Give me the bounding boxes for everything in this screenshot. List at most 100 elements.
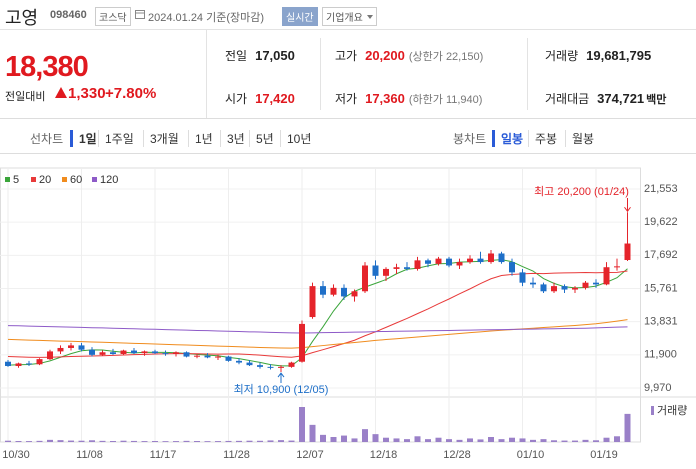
candle-body bbox=[456, 262, 463, 266]
volume-bar bbox=[26, 441, 32, 442]
volume-bar bbox=[173, 441, 179, 442]
volume-bar bbox=[330, 437, 337, 442]
legend-label: 20 bbox=[39, 174, 51, 186]
header: 고영 098460 코스닥 2024.01.24 기준(장마감) 실시간 기업개… bbox=[0, 0, 696, 30]
candle-body bbox=[236, 360, 242, 363]
volume-bar bbox=[267, 440, 274, 442]
volume-bar bbox=[99, 440, 106, 442]
volume-bar bbox=[488, 437, 494, 442]
divider bbox=[527, 38, 528, 110]
volume-bar bbox=[341, 435, 347, 442]
high-arrow-head bbox=[624, 206, 631, 213]
candle-tab[interactable]: 주봉 bbox=[528, 130, 563, 147]
candle-body bbox=[57, 347, 64, 352]
period-tab[interactable]: 3개월 bbox=[143, 130, 185, 147]
candle-body bbox=[36, 359, 43, 365]
quote-value: 20,200 bbox=[365, 48, 405, 63]
volume-bar bbox=[551, 440, 557, 442]
legend-swatch bbox=[62, 177, 67, 182]
candle-body bbox=[372, 265, 379, 276]
volume-bar bbox=[204, 441, 211, 442]
quote-cell: 거래량 19,681,795 bbox=[545, 47, 651, 64]
candle-body bbox=[47, 351, 53, 360]
volume-bar bbox=[131, 440, 137, 442]
quote-label: 거래량 bbox=[545, 49, 579, 63]
y-tick-label: 9,970 bbox=[644, 382, 672, 394]
candle-body bbox=[194, 355, 200, 357]
candle-tab[interactable]: 월봉 bbox=[565, 130, 600, 147]
volume-bar bbox=[593, 440, 599, 442]
candle-body bbox=[561, 286, 568, 290]
candle-body bbox=[78, 345, 85, 350]
period-tab[interactable]: 1주일 bbox=[98, 130, 140, 147]
candle-body bbox=[551, 286, 557, 292]
candle-body bbox=[414, 260, 421, 269]
legend-label: 60 bbox=[70, 174, 82, 186]
quote-label: 거래대금 bbox=[545, 92, 590, 106]
candle-body bbox=[288, 362, 295, 367]
y-tick-label: 17,692 bbox=[644, 249, 678, 261]
volume-bar bbox=[57, 440, 64, 442]
candle-body bbox=[341, 287, 347, 297]
volume-bar bbox=[603, 437, 610, 442]
volume-bar bbox=[425, 439, 431, 442]
candle-body bbox=[162, 353, 169, 355]
candle-body bbox=[572, 287, 578, 290]
volume-bar bbox=[540, 439, 547, 442]
volume-bar bbox=[351, 438, 358, 442]
candle-body bbox=[488, 253, 494, 263]
market-badge: 코스닥 bbox=[95, 7, 131, 26]
divider bbox=[320, 38, 321, 110]
chart-tabs: 선차트 봉차트 1일 1주일 3개월 1년 3년 5년 10년 일봉 주봉 월봉 bbox=[0, 119, 696, 154]
candle-body bbox=[267, 366, 274, 368]
x-tick-label: 01/10 bbox=[517, 449, 545, 461]
quote-note: (상한가 22,150) bbox=[408, 51, 484, 63]
y-tick-label: 21,553 bbox=[644, 183, 678, 195]
candle-tab[interactable]: 일봉 bbox=[492, 130, 529, 147]
period-tab[interactable]: 1일 bbox=[70, 130, 103, 147]
period-tab[interactable]: 5년 bbox=[249, 130, 280, 147]
volume-bar bbox=[278, 440, 284, 442]
volume-bar bbox=[257, 440, 263, 442]
period-tab[interactable]: 10년 bbox=[280, 130, 317, 147]
x-tick-label: 11/08 bbox=[76, 449, 103, 461]
volume-bar bbox=[572, 440, 578, 442]
quote-cell: 전일 17,050 bbox=[225, 47, 295, 64]
volume-bar bbox=[78, 440, 85, 442]
volume-bar bbox=[509, 437, 515, 442]
candle-body bbox=[68, 345, 74, 348]
change: 1,330 bbox=[55, 85, 106, 102]
volume-bar bbox=[215, 441, 221, 442]
quote-value: 17,050 bbox=[255, 48, 295, 63]
volume-bar bbox=[582, 439, 589, 442]
quote-unit: 백만 bbox=[646, 94, 667, 106]
legend-label: 5 bbox=[13, 174, 19, 186]
quote-cell: 고가 20,200 (상한가 22,150) bbox=[335, 47, 483, 64]
plot-frame bbox=[0, 167, 641, 443]
period-tab[interactable]: 3년 bbox=[220, 130, 251, 147]
chart: 21,553 19,622 17,692 15,761 13,831 11,900 9,97… bbox=[0, 167, 696, 461]
period-tab[interactable]: 1년 bbox=[188, 130, 219, 147]
volume-bar bbox=[68, 440, 74, 442]
y-tick-label: 19,622 bbox=[644, 216, 678, 228]
candle-body bbox=[26, 363, 32, 365]
price: 18,380 bbox=[5, 51, 89, 83]
quote-cell: 저가 17,360 (하한가 11,940) bbox=[335, 90, 482, 107]
candle-body bbox=[530, 282, 536, 285]
candle-body bbox=[257, 365, 263, 367]
overview-button[interactable]: 기업개요 bbox=[322, 7, 377, 26]
volume-legend-swatch bbox=[651, 406, 654, 415]
moving-average-line bbox=[7, 325, 628, 334]
candle-body bbox=[477, 258, 484, 263]
realtime-button[interactable]: 실시간 bbox=[282, 7, 318, 26]
stock-code: 098460 bbox=[50, 9, 87, 21]
quote-panel: 18,380 전일대비 1,330 +7.80% 전일 17,050 고가 20,20… bbox=[0, 30, 696, 119]
high-annotation: 최고 20,200 (01/24) bbox=[534, 185, 629, 198]
y-tick-label: 13,831 bbox=[644, 316, 678, 328]
y-tick-label: 11,900 bbox=[644, 349, 677, 361]
volume-bar bbox=[152, 441, 158, 442]
up-arrow bbox=[55, 87, 67, 98]
candle-body bbox=[120, 350, 127, 354]
change-percent: +7.80% bbox=[105, 85, 157, 102]
candle-chart-label: 봉차트 bbox=[453, 132, 487, 146]
